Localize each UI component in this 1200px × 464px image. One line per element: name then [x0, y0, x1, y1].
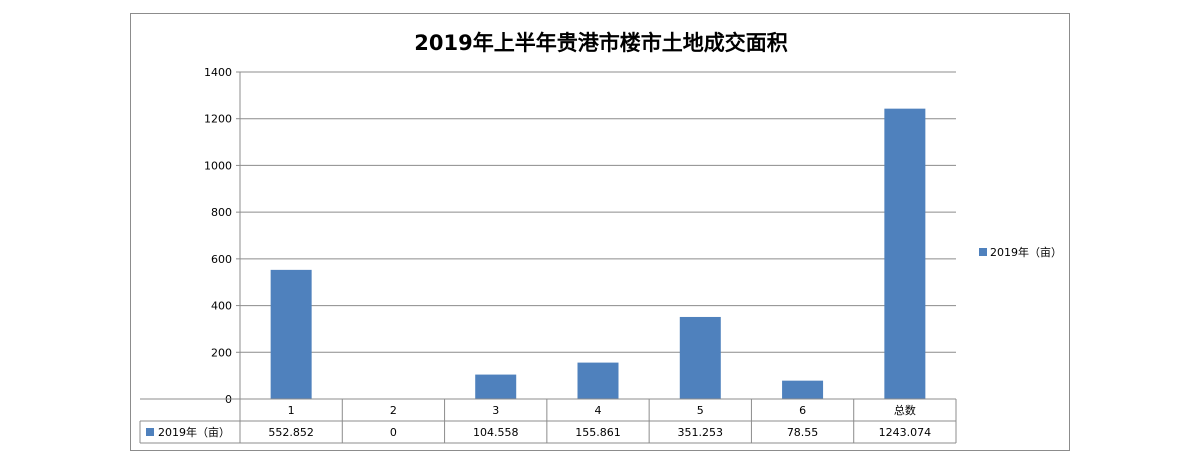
data-table: 1 2 3 4 5 6 总数 552.852 0 104.558 155.861 351.253 78.…	[139, 398, 957, 444]
bar	[577, 362, 619, 399]
x-category-label: 1	[288, 404, 295, 417]
bar	[782, 380, 824, 399]
x-category-label: 2	[390, 404, 397, 417]
gridlines	[236, 71, 956, 400]
chart-title: 2019年上半年贵港市楼市土地成交面积	[414, 31, 787, 55]
legend-label: 2019年（亩）	[990, 245, 1062, 259]
table-series-label: 2019年（亩）	[158, 425, 230, 439]
y-tick-label: 1200	[204, 113, 232, 126]
bar	[884, 108, 926, 399]
y-tick-label: 1000	[204, 159, 232, 172]
table-value: 0	[390, 426, 397, 439]
y-tick-label: 400	[211, 300, 232, 313]
bar	[475, 374, 517, 399]
bar-chart: 2019年上半年贵港市楼市土地成交面积 02004006008001000120…	[139, 31, 1062, 444]
chart-frame: 2019年上半年贵港市楼市土地成交面积 02004006008001000120…	[130, 13, 1070, 451]
legend-swatch	[979, 248, 987, 256]
table-value: 155.861	[575, 426, 621, 439]
y-tick-label: 600	[211, 253, 232, 266]
table-legend-key	[146, 428, 154, 436]
table-value: 351.253	[678, 426, 724, 439]
bars	[270, 108, 926, 399]
bar	[679, 316, 721, 399]
y-tick-label: 200	[211, 346, 232, 359]
legend: 2019年（亩）	[979, 245, 1062, 259]
x-category-label: 3	[492, 404, 499, 417]
x-category-label: 5	[697, 404, 704, 417]
x-category-label: 6	[799, 404, 806, 417]
bar	[270, 269, 312, 399]
table-value: 1243.074	[879, 426, 932, 439]
x-category-label: 总数	[894, 403, 916, 417]
y-axis-ticks: 0200400600800100012001400	[204, 66, 232, 406]
table-value: 78.55	[787, 426, 819, 439]
y-tick-label: 800	[211, 206, 232, 219]
table-value: 104.558	[473, 426, 519, 439]
table-value: 552.852	[268, 426, 314, 439]
x-category-label: 4	[595, 404, 602, 417]
y-tick-label: 1400	[204, 66, 232, 79]
